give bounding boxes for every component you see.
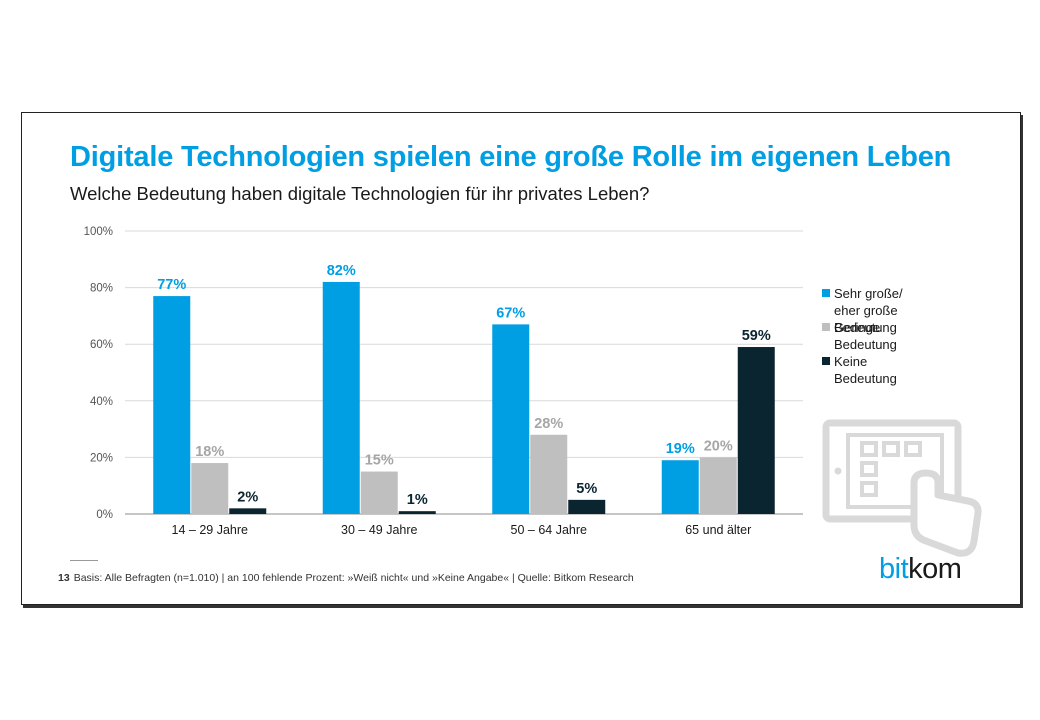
- x-tick-label: 65 und älter: [685, 523, 751, 537]
- data-label: 77%: [157, 277, 186, 293]
- y-tick-label: 100%: [84, 226, 113, 238]
- legend-item: Geringe Bedeutung: [822, 319, 897, 353]
- tablet-touch-icon: [822, 419, 982, 557]
- footnote-text: Basis: Alle Befragten (n=1.010) | an 100…: [73, 572, 634, 584]
- chart-subtitle: Welche Bedeutung haben digitale Technolo…: [70, 183, 650, 204]
- legend-label: Sehr große/ eher große Bedeutung: [834, 286, 903, 335]
- data-label: 28%: [534, 416, 563, 432]
- page-number: 13: [58, 572, 70, 584]
- y-tick-label: 40%: [90, 396, 113, 408]
- x-tick-label: 30 – 49 Jahre: [341, 523, 417, 537]
- bar: [492, 324, 530, 514]
- x-tick-label: 50 – 64 Jahre: [511, 523, 587, 537]
- bar: [568, 499, 606, 514]
- bar: [737, 347, 775, 514]
- data-label: 20%: [704, 438, 733, 454]
- bitkom-logo: bitkom: [879, 553, 962, 585]
- data-label: 2%: [237, 489, 258, 505]
- y-tick-label: 60%: [90, 339, 113, 351]
- legend-label: Keine Bedeutung: [834, 354, 897, 386]
- bar: [661, 460, 699, 514]
- data-label: 59%: [742, 328, 771, 344]
- legend-label: Geringe Bedeutung: [834, 320, 897, 352]
- y-tick-label: 0%: [96, 509, 113, 521]
- bar: [191, 463, 229, 514]
- data-label: 15%: [365, 453, 394, 469]
- chart-title: Digitale Technologien spielen eine große…: [70, 141, 952, 173]
- data-label: 19%: [666, 441, 695, 457]
- data-label: 67%: [496, 305, 525, 321]
- bar-chart: 0% 20% 40% 60% 80% 100% 77% 18% 2% 14 – 29 Jahre 8…: [84, 226, 803, 537]
- footnote: 13 Basis: Alle Befragten (n=1.010) | an 1…: [58, 572, 634, 584]
- legend-swatch: [822, 289, 830, 297]
- slide: Digitale Technologien spielen eine große…: [21, 112, 1021, 605]
- data-label: 5%: [576, 481, 597, 497]
- data-label: 18%: [195, 444, 224, 460]
- x-tick-label: 14 – 29 Jahre: [172, 523, 248, 537]
- bar: [153, 296, 191, 514]
- data-label: 1%: [407, 492, 428, 508]
- footnote-rule: [70, 560, 98, 561]
- legend-item: Sehr große/ eher große Bedeutung: [822, 285, 903, 336]
- bar: [229, 508, 267, 514]
- y-tick-label: 20%: [90, 452, 113, 464]
- bar: [699, 457, 737, 514]
- bar: [530, 434, 568, 514]
- data-label: 82%: [327, 263, 356, 279]
- legend-swatch: [822, 357, 830, 365]
- legend-swatch: [822, 323, 830, 331]
- bar: [322, 281, 360, 514]
- bar: [398, 511, 436, 514]
- bar: [360, 471, 398, 514]
- legend-item: Keine Bedeutung: [822, 353, 897, 387]
- y-tick-label: 80%: [90, 283, 113, 295]
